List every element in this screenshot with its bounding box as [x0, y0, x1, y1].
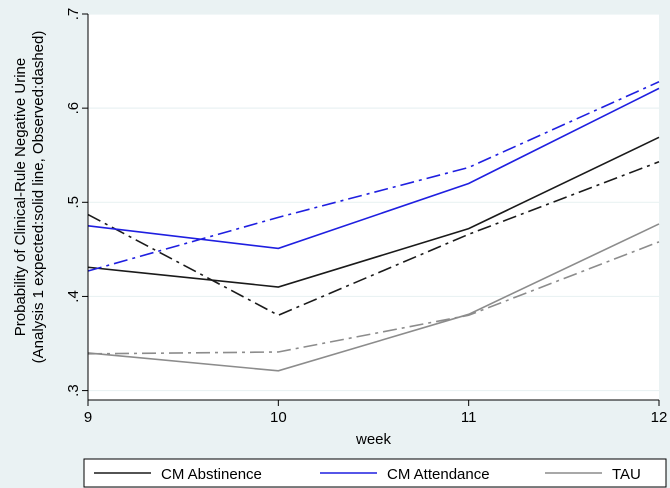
series-line-4 — [87, 223, 660, 372]
series-line-2 — [87, 87, 660, 250]
y-axis-title-line-2: (Analysis 1 expected:solid line, Observe… — [30, 31, 47, 364]
y-tick-label: .5 — [65, 196, 82, 209]
x-tick-label: 11 — [461, 409, 477, 426]
series-line-5 — [87, 241, 660, 355]
legend-label: CM Abstinence — [161, 466, 262, 483]
y-axis-title-line-1: Probability of Clinical-Rule Negative Ur… — [12, 58, 29, 336]
axes: .3 .4 .5 .6 .7 9 10 11 12 — [65, 8, 667, 426]
x-tick-label: 12 — [651, 409, 668, 426]
gridlines — [88, 13, 659, 392]
y-tick-label: .3 — [65, 384, 82, 397]
y-tick-label: .6 — [65, 102, 82, 115]
x-axis-title: week — [355, 431, 392, 448]
y-tick-label: .4 — [65, 290, 82, 303]
x-tick-label: 9 — [84, 409, 92, 426]
legend-label: CM Attendance — [387, 466, 490, 483]
series-lines — [87, 81, 660, 372]
series-line-1 — [87, 161, 660, 317]
series-line-0 — [87, 136, 660, 288]
legend: CM Abstinence CM Attendance TAU — [83, 458, 667, 488]
plot-area — [88, 14, 659, 400]
x-tick-label: 10 — [270, 409, 287, 426]
series-line-3 — [87, 81, 660, 272]
y-tick-label: .7 — [65, 8, 82, 21]
legend-label: TAU — [612, 466, 641, 483]
